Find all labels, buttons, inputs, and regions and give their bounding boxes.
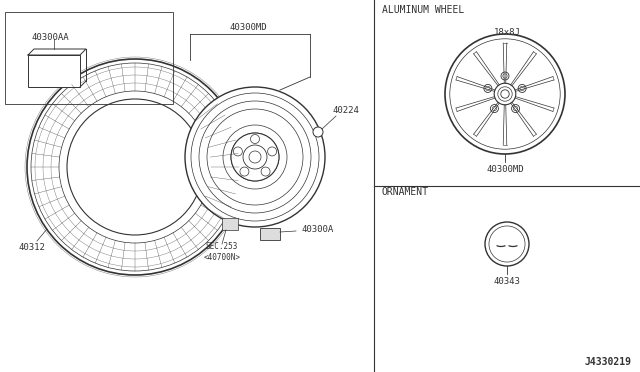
Circle shape <box>313 127 323 137</box>
Circle shape <box>445 34 565 154</box>
Circle shape <box>243 145 267 169</box>
Circle shape <box>234 147 243 156</box>
Circle shape <box>490 105 499 113</box>
Circle shape <box>484 84 492 92</box>
Text: 40300MD: 40300MD <box>486 164 524 173</box>
Circle shape <box>268 147 276 156</box>
Circle shape <box>518 84 526 92</box>
Circle shape <box>240 167 249 176</box>
Text: 40300A: 40300A <box>302 224 334 234</box>
Bar <box>5 12 173 104</box>
Bar <box>260 228 280 240</box>
Circle shape <box>27 59 243 275</box>
Bar <box>28 55 80 87</box>
Text: 40343: 40343 <box>493 276 520 285</box>
Circle shape <box>261 167 270 176</box>
Text: 18x8J: 18x8J <box>493 28 520 36</box>
Text: 40300AA: 40300AA <box>31 32 68 42</box>
Text: ALUMINUM WHEEL: ALUMINUM WHEEL <box>382 5 464 15</box>
Text: J4330219: J4330219 <box>585 357 632 367</box>
Circle shape <box>500 90 509 98</box>
Circle shape <box>185 87 325 227</box>
Text: 40300MD: 40300MD <box>229 22 267 32</box>
Circle shape <box>511 105 520 113</box>
Circle shape <box>249 151 261 163</box>
Circle shape <box>67 99 203 235</box>
Text: 40312: 40312 <box>19 243 45 251</box>
Circle shape <box>501 72 509 80</box>
Text: ORNAMENT: ORNAMENT <box>382 187 429 197</box>
Circle shape <box>231 133 279 181</box>
Bar <box>222 218 238 230</box>
Text: 40224: 40224 <box>333 106 360 115</box>
Text: SEC.253
<40700N>: SEC.253 <40700N> <box>204 242 241 262</box>
Circle shape <box>250 135 259 144</box>
Circle shape <box>485 222 529 266</box>
